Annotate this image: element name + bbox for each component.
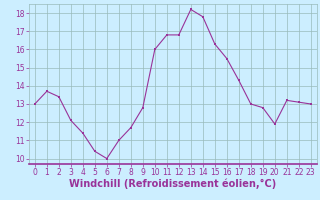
X-axis label: Windchill (Refroidissement éolien,°C): Windchill (Refroidissement éolien,°C) [69,179,276,189]
